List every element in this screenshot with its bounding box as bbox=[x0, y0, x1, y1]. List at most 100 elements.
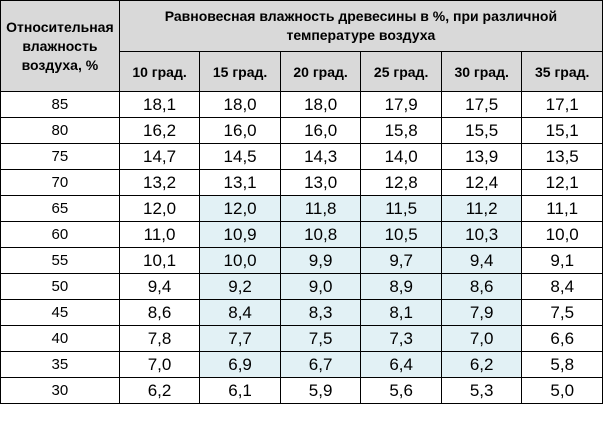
moisture-value-cell: 6,2 bbox=[118, 377, 201, 404]
moisture-value-cell: 13,5 bbox=[521, 143, 603, 170]
moisture-value-cell: 5,8 bbox=[521, 351, 603, 378]
moisture-value-cell: 5,0 bbox=[521, 377, 603, 404]
table-row: 75 14,7 14,5 14,3 14,0 13,9 13,5 bbox=[0, 143, 603, 170]
humidity-cell: 50 bbox=[0, 273, 120, 300]
moisture-value-cell: 14,3 bbox=[279, 143, 362, 170]
moisture-value-cell: 10,0 bbox=[199, 247, 281, 274]
moisture-value-cell: 10,0 bbox=[521, 221, 603, 248]
temperature-column-header: 25 град. bbox=[360, 51, 442, 92]
moisture-value-cell: 18,1 bbox=[118, 91, 201, 118]
moisture-value-cell: 9,4 bbox=[440, 247, 523, 274]
moisture-value-cell: 14,0 bbox=[360, 143, 442, 170]
temperature-column-header: 10 град. bbox=[118, 51, 201, 92]
moisture-value-cell: 10,1 bbox=[118, 247, 201, 274]
moisture-value-cell: 17,5 bbox=[440, 91, 523, 118]
moisture-value-cell: 8,3 bbox=[279, 299, 362, 326]
moisture-value-cell: 14,7 bbox=[118, 143, 201, 170]
moisture-value-cell: 13,0 bbox=[279, 169, 362, 196]
moisture-value-cell: 17,9 bbox=[360, 91, 442, 118]
moisture-value-cell: 7,5 bbox=[521, 299, 603, 326]
moisture-value-cell: 7,8 bbox=[118, 325, 201, 352]
humidity-cell: 75 bbox=[0, 143, 120, 170]
moisture-value-cell: 8,6 bbox=[440, 273, 523, 300]
moisture-value-cell: 13,9 bbox=[440, 143, 523, 170]
table-row: 70 13,2 13,1 13,0 12,8 12,4 12,1 bbox=[0, 169, 603, 196]
moisture-value-cell: 7,3 bbox=[360, 325, 442, 352]
moisture-value-cell: 11,2 bbox=[440, 195, 523, 222]
moisture-value-cell: 8,4 bbox=[199, 299, 281, 326]
header-row-group: Относительная влажность воздуха, % Равно… bbox=[0, 0, 604, 92]
moisture-value-cell: 13,2 bbox=[118, 169, 201, 196]
table-row: 55 10,1 10,0 9,9 9,7 9,4 9,1 bbox=[0, 247, 603, 274]
moisture-value-cell: 6,9 bbox=[199, 351, 281, 378]
moisture-value-cell: 9,9 bbox=[279, 247, 362, 274]
table-row: 45 8,6 8,4 8,3 8,1 7,9 7,5 bbox=[0, 299, 603, 326]
moisture-value-cell: 7,5 bbox=[279, 325, 362, 352]
table-row: 65 12,0 12,0 11,8 11,5 11,2 11,1 bbox=[0, 195, 603, 222]
moisture-value-cell: 9,7 bbox=[360, 247, 442, 274]
relative-humidity-header: Относительная влажность воздуха, % bbox=[0, 0, 120, 92]
moisture-value-cell: 12,1 bbox=[521, 169, 603, 196]
moisture-value-cell: 11,5 bbox=[360, 195, 442, 222]
moisture-value-cell: 7,9 bbox=[440, 299, 523, 326]
moisture-value-cell: 15,8 bbox=[360, 117, 442, 144]
humidity-cell: 45 bbox=[0, 299, 120, 326]
moisture-value-cell: 9,2 bbox=[199, 273, 281, 300]
moisture-value-cell: 5,6 bbox=[360, 377, 442, 404]
moisture-value-cell: 11,1 bbox=[521, 195, 603, 222]
table-row: 50 9,4 9,2 9,0 8,9 8,6 8,4 bbox=[0, 273, 603, 300]
moisture-value-cell: 8,1 bbox=[360, 299, 442, 326]
humidity-cell: 35 bbox=[0, 351, 120, 378]
temperature-column-header: 35 град. bbox=[521, 51, 603, 92]
moisture-value-cell: 8,4 bbox=[521, 273, 603, 300]
moisture-value-cell: 16,0 bbox=[279, 117, 362, 144]
temperature-column-header: 30 град. bbox=[440, 51, 523, 92]
wood-moisture-table: Относительная влажность воздуха, % Равно… bbox=[0, 0, 604, 404]
moisture-value-cell: 16,2 bbox=[118, 117, 201, 144]
moisture-value-cell: 18,0 bbox=[279, 91, 362, 118]
moisture-value-cell: 10,9 bbox=[199, 221, 281, 248]
moisture-value-cell: 15,1 bbox=[521, 117, 603, 144]
moisture-value-cell: 11,8 bbox=[279, 195, 362, 222]
moisture-value-cell: 6,1 bbox=[199, 377, 281, 404]
table-row: 35 7,0 6,9 6,7 6,4 6,2 5,8 bbox=[0, 351, 603, 378]
moisture-value-cell: 6,2 bbox=[440, 351, 523, 378]
moisture-value-cell: 12,0 bbox=[199, 195, 281, 222]
moisture-value-cell: 9,1 bbox=[521, 247, 603, 274]
moisture-value-cell: 5,9 bbox=[279, 377, 362, 404]
moisture-value-cell: 7,0 bbox=[440, 325, 523, 352]
moisture-value-cell: 6,6 bbox=[521, 325, 603, 352]
moisture-value-cell: 12,8 bbox=[360, 169, 442, 196]
moisture-value-cell: 14,5 bbox=[199, 143, 281, 170]
moisture-value-cell: 10,3 bbox=[440, 221, 523, 248]
humidity-cell: 65 bbox=[0, 195, 120, 222]
humidity-cell: 80 bbox=[0, 117, 120, 144]
table-row: 40 7,8 7,7 7,5 7,3 7,0 6,6 bbox=[0, 325, 603, 352]
table-row: 60 11,0 10,9 10,8 10,5 10,3 10,0 bbox=[0, 221, 603, 248]
moisture-value-cell: 17,1 bbox=[521, 91, 603, 118]
moisture-value-cell: 10,8 bbox=[279, 221, 362, 248]
table-row: 85 18,1 18,0 18,0 17,9 17,5 17,1 bbox=[0, 91, 603, 118]
moisture-value-cell: 6,7 bbox=[279, 351, 362, 378]
moisture-value-cell: 18,0 bbox=[199, 91, 281, 118]
equilibrium-moisture-header: Равновесная влажность древесины в %, при… bbox=[118, 0, 604, 52]
temperature-column-header: 15 град. bbox=[199, 51, 281, 92]
header-row-temperatures: 10 град. 15 град. 20 град. 25 град. 30 град.… bbox=[1, 51, 603, 92]
moisture-value-cell: 6,4 bbox=[360, 351, 442, 378]
humidity-cell: 40 bbox=[0, 325, 120, 352]
humidity-cell: 60 bbox=[0, 221, 120, 248]
humidity-cell: 70 bbox=[0, 169, 120, 196]
humidity-cell: 85 bbox=[0, 91, 120, 118]
moisture-value-cell: 16,0 bbox=[199, 117, 281, 144]
moisture-value-cell: 12,0 bbox=[118, 195, 201, 222]
humidity-cell: 55 bbox=[0, 247, 120, 274]
table-row: 30 6,2 6,1 5,9 5,6 5,3 5,0 bbox=[0, 377, 603, 404]
moisture-value-cell: 9,0 bbox=[279, 273, 362, 300]
table-row: 80 16,2 16,0 16,0 15,8 15,5 15,1 bbox=[0, 117, 603, 144]
table-body: 85 18,1 18,0 18,0 17,9 17,5 17,1 80 16,2 16,0 16,0… bbox=[0, 91, 603, 404]
moisture-value-cell: 10,5 bbox=[360, 221, 442, 248]
moisture-value-cell: 9,4 bbox=[118, 273, 201, 300]
moisture-value-cell: 12,4 bbox=[440, 169, 523, 196]
moisture-value-cell: 8,6 bbox=[118, 299, 201, 326]
moisture-value-cell: 15,5 bbox=[440, 117, 523, 144]
